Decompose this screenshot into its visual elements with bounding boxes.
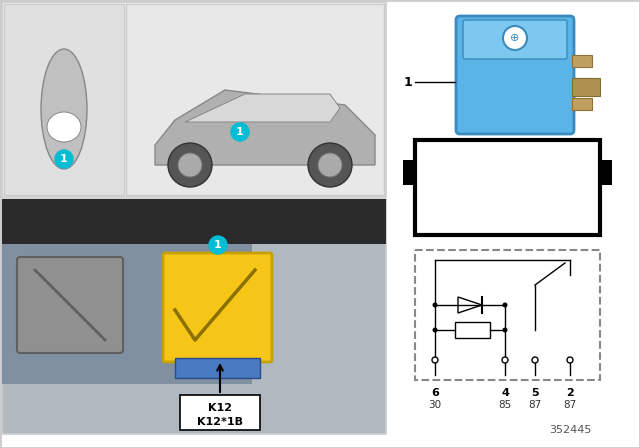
Bar	[403, 160, 415, 185]
Bar	[175, 358, 260, 378]
Circle shape	[433, 302, 438, 307]
FancyBboxPatch shape	[163, 253, 272, 362]
Circle shape	[432, 357, 438, 363]
Text: 1: 1	[60, 154, 68, 164]
Text: 1: 1	[214, 240, 222, 250]
Circle shape	[178, 153, 202, 177]
Circle shape	[55, 150, 73, 168]
Circle shape	[502, 302, 508, 307]
FancyBboxPatch shape	[456, 16, 574, 134]
Bar	[2, 244, 252, 384]
Circle shape	[503, 26, 527, 50]
Circle shape	[318, 153, 342, 177]
Text: 85: 85	[499, 400, 511, 410]
Text: 87: 87	[483, 190, 498, 200]
Text: 4: 4	[501, 388, 509, 398]
Text: K12: K12	[208, 403, 232, 413]
Text: 30: 30	[422, 190, 438, 200]
Bar	[2, 199, 386, 244]
Bar	[180, 395, 260, 430]
Circle shape	[567, 357, 573, 363]
Circle shape	[209, 236, 227, 254]
Bar	[572, 98, 592, 110]
Bar	[572, 78, 600, 96]
Circle shape	[502, 327, 508, 332]
Text: 87: 87	[563, 400, 577, 410]
Circle shape	[168, 143, 212, 187]
Circle shape	[231, 123, 249, 141]
Polygon shape	[155, 90, 375, 165]
Bar	[126, 4, 384, 195]
Bar	[415, 250, 600, 380]
Ellipse shape	[47, 112, 81, 142]
Bar	[455, 322, 490, 338]
Text: 6: 6	[431, 388, 439, 398]
Circle shape	[532, 357, 538, 363]
Circle shape	[308, 143, 352, 187]
Bar	[415, 140, 600, 235]
Ellipse shape	[41, 49, 87, 169]
Text: 87: 87	[499, 153, 515, 163]
Text: 30: 30	[428, 400, 442, 410]
Text: 352445: 352445	[549, 425, 591, 435]
Text: 85: 85	[552, 190, 568, 200]
Text: 1: 1	[404, 76, 412, 89]
Text: K12*1B: K12*1B	[197, 417, 243, 427]
Bar	[600, 160, 612, 185]
FancyBboxPatch shape	[17, 257, 123, 353]
Bar	[4, 4, 124, 195]
Circle shape	[433, 327, 438, 332]
Bar	[572, 78, 592, 90]
Text: 5: 5	[531, 388, 539, 398]
Circle shape	[502, 357, 508, 363]
Bar	[2, 2, 386, 197]
Text: 1: 1	[236, 127, 244, 137]
Bar	[572, 55, 592, 67]
Text: 2: 2	[566, 388, 574, 398]
Text: 87: 87	[529, 400, 541, 410]
Bar	[2, 199, 386, 434]
Text: ⊕: ⊕	[510, 33, 520, 43]
FancyBboxPatch shape	[463, 20, 567, 59]
Polygon shape	[185, 94, 340, 122]
